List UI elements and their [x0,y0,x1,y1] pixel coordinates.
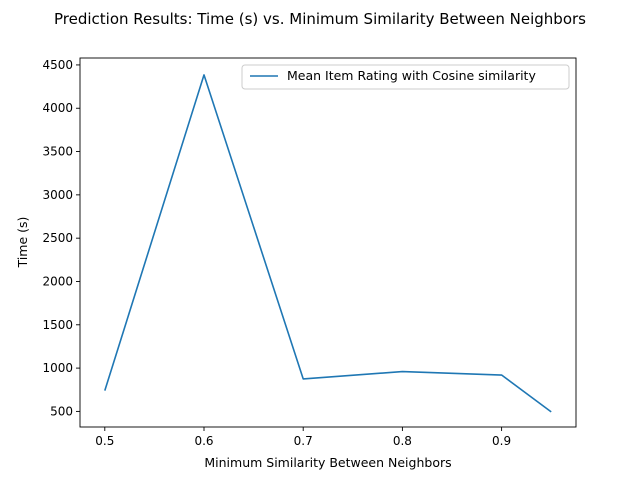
x-tick-label: 0.9 [492,434,511,448]
legend-label: Mean Item Rating with Cosine similarity [287,68,536,83]
y-tick-label: 3500 [42,145,73,159]
legend: Mean Item Rating with Cosine similarity [241,64,570,90]
y-tick-label: 4500 [42,58,73,72]
series-group [104,74,552,413]
y-tick-label: 2500 [42,231,73,245]
y-axis-label: Time (s) [15,217,30,269]
y-tick-label: 3000 [42,188,73,202]
y-axis: 500 1000 1500 2000 2500 3000 3500 4000 4500 [42,58,80,418]
y-tick-label: 500 [50,404,73,418]
x-axis: 0.5 0.6 0.7 0.8 0.9 [95,427,511,448]
y-tick-label: 2000 [42,274,73,288]
y-tick-label: 4000 [42,101,73,115]
chart-title: Prediction Results: Time (s) vs. Minimum… [54,10,586,28]
plot-area [80,58,576,427]
x-tick-label: 0.7 [294,434,313,448]
series-line [104,74,552,413]
x-tick-label: 0.8 [393,434,412,448]
plot-frame [79,57,577,428]
x-tick-label: 0.5 [95,434,114,448]
y-tick-label: 1000 [42,361,73,375]
x-tick-label: 0.6 [194,434,213,448]
x-axis-label: Minimum Similarity Between Neighbors [204,455,451,470]
legend-box [241,64,570,90]
y-tick-label: 1500 [42,318,73,332]
